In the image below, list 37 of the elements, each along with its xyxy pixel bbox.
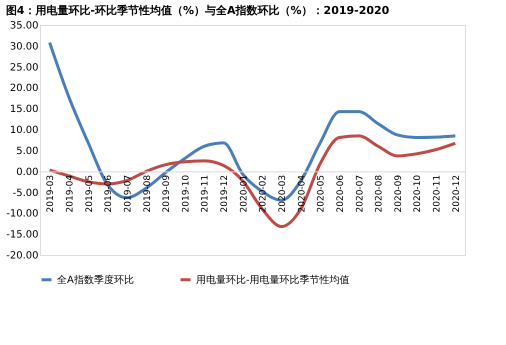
y-tick-label: 10.00 — [10, 125, 38, 136]
x-tick-label: 2020-06 — [336, 174, 346, 212]
x-tick-label: 2019-12 — [220, 174, 230, 212]
x-tick-label: 2020-11 — [432, 174, 443, 212]
x-tick-label: 2020-03 — [278, 174, 288, 212]
x-tick-label: 2019-10 — [181, 174, 192, 212]
y-tick-label: 30.00 — [10, 41, 38, 52]
legend-label: 用电量环比-用电量环比季节性均值 — [196, 274, 350, 286]
x-tick-label: 2019-08 — [142, 174, 153, 212]
y-tick-label: 35.00 — [10, 20, 38, 32]
x-tick-label: 2019-03 — [46, 174, 56, 212]
y-tick-label: 20.00 — [10, 83, 38, 94]
x-tick-label: 2019-06 — [104, 174, 114, 212]
x-tick-label: 2020-08 — [374, 174, 385, 212]
y-tick-label: -20.00 — [6, 250, 38, 262]
legend-label: 全A指数季度环比 — [57, 274, 134, 286]
y-tick-label: 5.00 — [16, 146, 38, 157]
y-tick-label: 15.00 — [10, 104, 38, 116]
y-tick-label: -10.00 — [6, 208, 38, 220]
y-tick-label: -5.00 — [12, 188, 38, 199]
x-tick-label: 2020-12 — [452, 174, 462, 212]
x-tick-label: 2020-07 — [355, 174, 366, 212]
x-tick-label: 2019-09 — [162, 174, 172, 212]
x-tick-label: 2019-04 — [65, 174, 76, 212]
y-tick-label: 0.00 — [16, 166, 38, 178]
x-tick-label: 2019-07 — [123, 174, 134, 212]
y-tick-label: -15.00 — [6, 230, 38, 241]
x-tick-label: 2020-09 — [394, 174, 404, 212]
x-tick-label: 2020-01 — [239, 174, 250, 212]
x-tick-label: 2020-05 — [316, 174, 327, 212]
y-tick-label: 25.00 — [10, 62, 38, 74]
x-tick-label: 2020-04 — [297, 174, 308, 212]
chart-title: 图4：用电量环比-环比季节性均值（%）与全A指数环比（%）：2019-2020 — [6, 4, 390, 17]
x-tick-label: 2019-11 — [200, 174, 211, 212]
x-tick-label: 2019-05 — [84, 174, 95, 212]
x-tick-label: 2020-02 — [258, 174, 269, 212]
x-tick-label: 2020-10 — [413, 174, 424, 212]
